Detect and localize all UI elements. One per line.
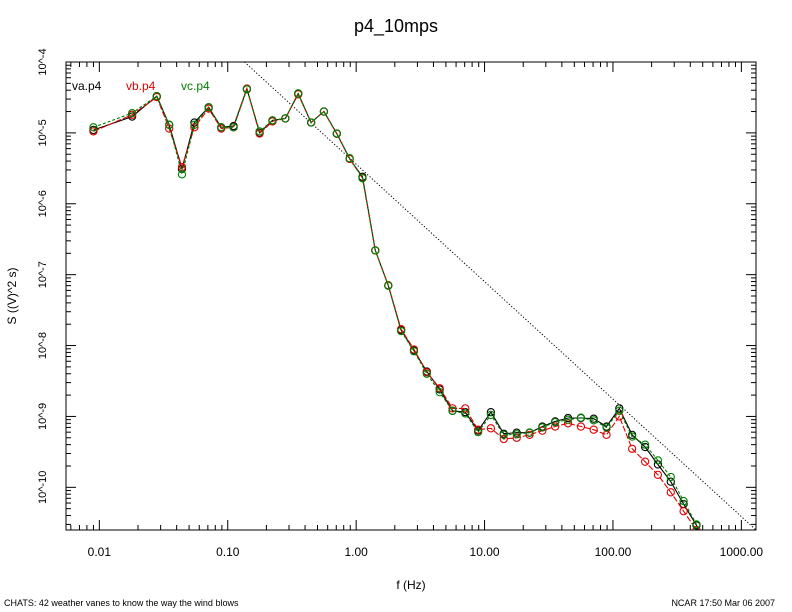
data-point: [89, 123, 98, 132]
x-tick-label: 10.00: [470, 545, 500, 559]
data-point: [679, 507, 688, 516]
data-point: [461, 409, 470, 418]
data-point: [473, 428, 483, 437]
series-vc.p4: [89, 85, 701, 530]
data-point: [602, 423, 611, 432]
series-line-vc.p4: [93, 87, 700, 530]
data-point: [177, 170, 187, 179]
data-point: [371, 246, 380, 255]
y-tick-label: 10^-8: [37, 332, 49, 359]
reference-line-layer: [244, 62, 756, 530]
data-point: [422, 369, 431, 378]
data-point: [127, 108, 137, 118]
data-point: [551, 418, 560, 427]
footer-left: CHATS: 42 weather vanes to know the way …: [4, 598, 239, 608]
data-point: [165, 120, 174, 129]
data-point: [435, 388, 444, 397]
data-point: [384, 281, 393, 290]
data-point: [448, 404, 457, 413]
data-point: [499, 434, 508, 444]
data-point: [409, 347, 419, 356]
data-point: [294, 89, 303, 98]
data-point: [666, 472, 675, 482]
data-point: [692, 520, 701, 529]
data-point: [615, 406, 624, 415]
data-point: [242, 85, 252, 94]
data-point: [615, 404, 624, 413]
legend-entry-va.p4: va.p4: [72, 79, 102, 93]
x-tick-label: 1.00: [344, 545, 368, 559]
data-point: [627, 432, 637, 441]
data-point: [640, 457, 650, 466]
y-tick-label: 10^-4: [37, 48, 49, 75]
data-point: [576, 422, 586, 431]
data-point: [589, 416, 598, 425]
reference-line: [244, 62, 756, 530]
data-point: [499, 430, 508, 439]
data-point: [551, 422, 560, 431]
data-point: [538, 423, 547, 432]
data-point: [512, 433, 521, 442]
data-point: [653, 456, 663, 465]
data-point: [448, 406, 457, 415]
data-point: [486, 410, 496, 420]
data-point: [255, 127, 264, 136]
data-point: [666, 477, 675, 486]
data-point: [396, 326, 406, 336]
data-point: [217, 123, 226, 132]
data-point: [332, 129, 341, 138]
data-point: [525, 430, 534, 439]
data-point: [268, 116, 277, 125]
data-point: [190, 123, 199, 132]
data-point: [679, 496, 688, 506]
axis-layer: 0.01 0.10 1.00 10.00 100.00 1000.00 10^-10 10^-…: [37, 48, 763, 559]
x-tick-label: 0.10: [216, 545, 240, 559]
data-point: [627, 444, 637, 453]
data-point: [204, 103, 213, 112]
data-point: [190, 120, 199, 129]
data-point: [589, 425, 598, 434]
data-point: [525, 428, 534, 437]
data-point: [319, 107, 329, 116]
data-point: [461, 404, 470, 413]
data-point: [653, 460, 663, 469]
data-point: [345, 154, 354, 163]
y-tick-label: 10^-5: [37, 119, 49, 146]
data-point: [152, 91, 161, 101]
x-tick-label: 1000.00: [720, 545, 764, 559]
data-point: [563, 415, 573, 424]
data-point: [576, 413, 586, 422]
x-tick-label: 0.01: [88, 545, 112, 559]
data-point: [89, 127, 98, 136]
data-point: [640, 442, 650, 452]
data-point: [692, 525, 701, 530]
legend-entry-vc.p4: vc.p4: [181, 79, 210, 93]
data-point: [473, 425, 483, 434]
data-point: [229, 123, 238, 132]
data-point: [358, 173, 367, 183]
y-tick-label: 10^-7: [37, 261, 49, 288]
data-point: [615, 412, 624, 421]
data-point: [306, 118, 316, 127]
chart-title: p4_10mps: [354, 16, 438, 37]
y-axis-label: S ((V)^2 s): [5, 268, 19, 325]
data-point: [486, 424, 496, 433]
legend: va.p4 vb.p4 vc.p4: [72, 79, 210, 93]
y-tick-label: 10^-6: [37, 190, 49, 217]
footer-right: NCAR 17:50 Mar 06 2007: [671, 598, 775, 608]
y-tick-label: 10^-9: [37, 403, 49, 430]
data-point: [281, 114, 290, 123]
data-point: [666, 488, 675, 497]
data-point: [640, 440, 650, 449]
data-point: [512, 430, 521, 439]
data-point: [653, 470, 663, 479]
x-tick-label: 100.00: [595, 545, 632, 559]
x-axis-label: f (Hz): [396, 578, 425, 592]
legend-entry-vb.p4: vb.p4: [126, 79, 156, 93]
y-tick-label: 10^-10: [37, 471, 49, 504]
series-line-va.p4: [93, 86, 700, 530]
series-layer: [89, 84, 701, 530]
